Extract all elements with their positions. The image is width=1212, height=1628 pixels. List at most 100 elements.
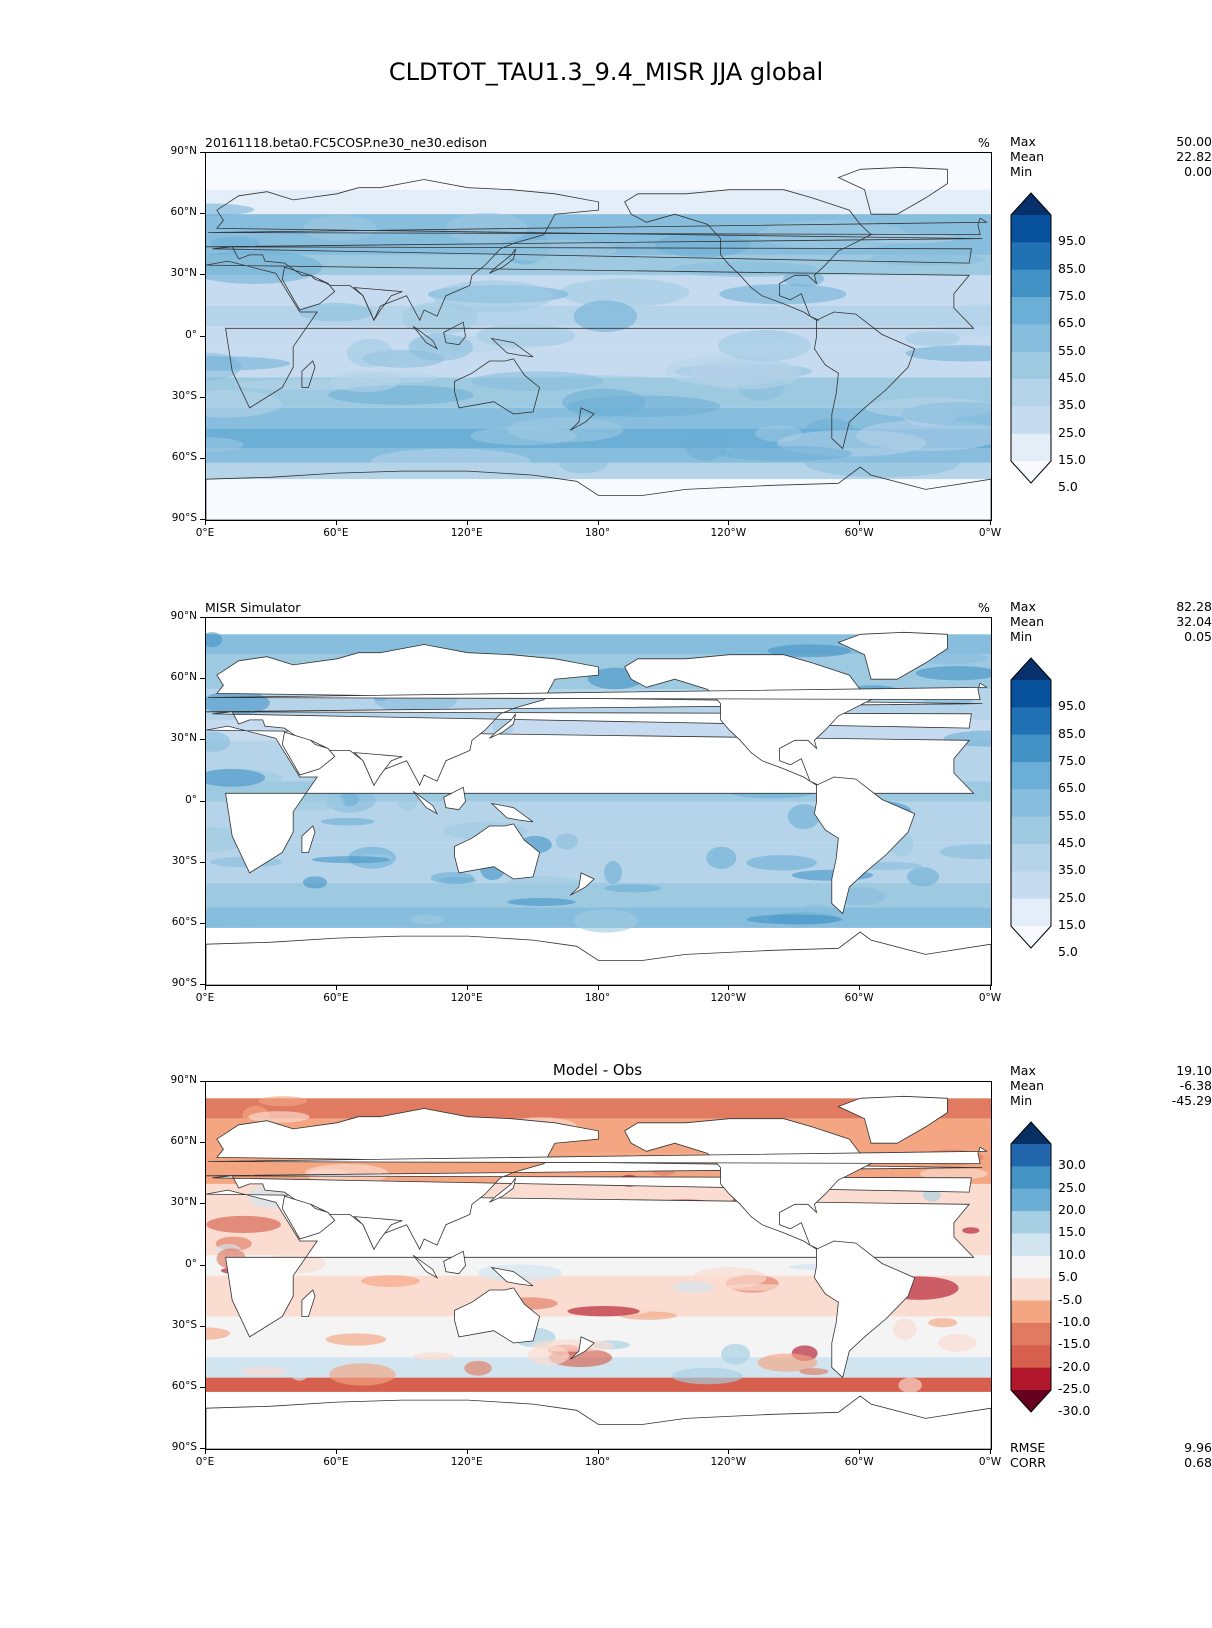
colorbar-outline [1010,1121,1052,1413]
colorbar-label: 5.0 [1058,944,1078,960]
field-patch [433,280,553,313]
coastline-sumatra [412,1254,439,1279]
field-patch [555,833,578,850]
lat-tick-mark [200,1203,205,1205]
lat-tick-mark [200,739,205,741]
coastline-australia [454,1287,541,1344]
colorbar-model [1010,192,1052,484]
stat-label-mean: Mean [1010,149,1045,164]
lat-tick-mark [200,1325,205,1327]
field-patch [410,914,445,925]
coastline-south-america [813,1240,916,1379]
colorbar-label: -15.0 [1058,1336,1091,1352]
lon-tick-label: 60°W [844,992,874,1004]
coastline-south-america [813,311,916,450]
field-patch [206,1215,281,1234]
colorbar-label: 30.0 [1058,1157,1086,1173]
lon-tick-label: 60°W [844,527,874,539]
stat-value-min: -45.29 [1171,1093,1212,1108]
field-patch [718,445,853,461]
lon-tick-mark [859,520,861,525]
field-patch [787,804,821,830]
field-patch [206,203,255,216]
colorbar-label: 55.0 [1058,342,1086,358]
coastline-north-america [624,654,872,786]
colorbar-top-cap [1011,1122,1051,1144]
field-patch [905,345,991,362]
coastline-madagascar [301,1289,316,1317]
colorbar-label: -10.0 [1058,1313,1091,1329]
lon-tick-label: 180° [584,992,611,1004]
field-patch [206,356,291,371]
colorbar-label: 45.0 [1058,370,1086,385]
lon-tick-mark [859,1449,861,1454]
field-patch [836,887,886,906]
lat-tick-label: 30°S [171,389,197,402]
field-patch [898,1377,922,1393]
colorbar-label: 75.0 [1058,288,1086,303]
lon-tick-label: 60°E [323,1456,349,1468]
coastline-sumatra [412,790,439,815]
lat-tick-label: 0° [185,793,197,806]
lon-tick-mark [990,520,991,525]
field-patch [905,331,960,347]
colorbar-bottom-cap [1011,1390,1051,1412]
colorbar-segment [1011,351,1051,380]
lat-tick-mark [200,678,205,680]
stat-label-corr: CORR [1010,1455,1046,1470]
field-patch [721,1343,751,1365]
lon-tick-label: 0°W [978,992,1002,1004]
field-patch [919,1167,988,1181]
field-patch [928,1318,958,1328]
field-patch [501,876,586,896]
field-patch [706,846,737,870]
lat-tick-label: 90°S [171,977,197,989]
panel-units: % [978,135,990,150]
coastline-madagascar [301,825,316,853]
panel-title: Model - Obs [552,1061,643,1079]
lat-tick-label: 90°N [170,610,197,622]
lat-tick-label: 30°S [171,1318,197,1331]
field-patch [915,666,991,681]
lon-tick-mark [205,520,206,525]
colorbar-segment [1011,1255,1051,1279]
stat-label-max: Max [1010,1063,1036,1078]
colorbar-label: 25.0 [1058,1179,1086,1195]
stat-label-min: Min [1010,1093,1033,1108]
coastline-antarctica [206,1395,991,1449]
coastline-greenland [837,631,948,680]
lon-tick-mark [728,1449,730,1454]
colorbar-top-cap [1011,193,1051,215]
field-patch [757,1353,818,1372]
field-patch [893,1318,917,1340]
coastline-new-zealand [569,407,595,431]
field-patch [868,252,986,266]
colorbar-label: 15.0 [1058,452,1086,467]
coastline-madagascar [301,360,316,388]
stat-value-max: 82.28 [1176,599,1212,614]
lon-tick-label: 0°E [195,527,215,539]
map-canvas [206,153,991,520]
field-patch [672,1281,714,1293]
stat-label-max: Max [1010,599,1036,614]
field-patch [206,250,323,284]
stat-value-corr: 0.68 [1184,1455,1212,1470]
coastline-arabia [281,266,336,311]
field-patch [719,284,847,305]
field-patch [206,768,265,787]
field-patch [446,212,528,244]
colorbar-label: -5.0 [1058,1291,1083,1307]
colorbar-label: 35.0 [1058,862,1086,878]
colorbar-label: 10.0 [1058,1246,1086,1262]
colorbar-label: 25.0 [1058,889,1086,905]
field-patch [559,278,690,307]
coastline-japan [489,1177,516,1203]
coastline-north-america [624,189,872,321]
field-patch [308,1168,349,1180]
lon-tick-label: 60°W [844,1456,874,1468]
coastline-indonesia-borneo [443,1250,466,1275]
lon-tick-mark [597,520,599,525]
lat-tick-label: 60°N [170,206,197,219]
lon-tick-mark [205,985,206,990]
lon-tick-mark [728,985,730,990]
